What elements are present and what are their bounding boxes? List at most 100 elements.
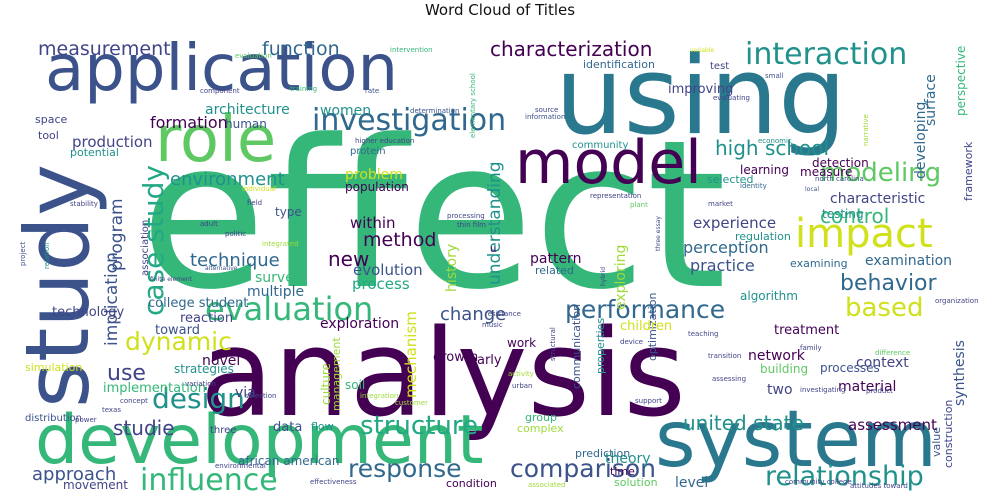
word-african-american: african american <box>238 454 339 468</box>
word-source: source <box>535 106 558 114</box>
word-component: component <box>200 87 240 95</box>
word-construction: construction <box>942 400 955 468</box>
word-design: design <box>152 382 245 415</box>
word-toward: toward <box>155 323 200 338</box>
word-flow: flow <box>311 420 334 433</box>
word-environmental: environmental <box>215 462 266 470</box>
word-community: community <box>572 140 628 151</box>
word-individual: individual <box>242 185 276 193</box>
word-assessing: assessing <box>712 375 746 383</box>
word-properties: properties <box>594 318 607 374</box>
word-new: new <box>328 247 369 271</box>
word-attitudes-toward: attitudes toward <box>850 482 908 490</box>
word-higher-education: higher education <box>355 137 414 145</box>
word-relation: relation <box>43 242 51 269</box>
word-finite-element: finite element <box>150 276 193 283</box>
word-strategies: strategies <box>174 362 234 376</box>
word-effect: effect <box>140 97 727 335</box>
word-space: space <box>35 113 68 126</box>
word-association: association <box>140 220 151 276</box>
word-regulation: regulation <box>735 230 791 243</box>
word-structural: structural <box>549 327 557 361</box>
word-selected: selected <box>707 173 753 186</box>
word-prediction: prediction <box>575 447 630 460</box>
word-power: power <box>75 416 97 424</box>
word-human: human <box>225 117 267 131</box>
word-implication: implication <box>102 252 122 346</box>
word-group: group <box>525 411 557 424</box>
word-perception: perception <box>683 238 769 257</box>
word-examination: examination <box>865 253 952 269</box>
word-activity: activity <box>508 370 534 378</box>
word-thin-film: thin film <box>457 221 486 229</box>
word-perspective: perspective <box>954 46 968 116</box>
word-variable: variable <box>690 47 715 54</box>
word-examining: examining <box>790 257 848 270</box>
word-measurement: measurement <box>38 38 171 60</box>
word-hybrid: hybrid <box>600 267 607 286</box>
word-measure: measure <box>800 165 852 179</box>
word-impact: impact <box>795 211 933 257</box>
word-transition: transition <box>708 352 741 360</box>
word-identification: identification <box>583 58 655 71</box>
word-women: women <box>320 103 371 119</box>
word-intervention: intervention <box>390 46 433 54</box>
word-within: within <box>350 214 396 232</box>
word-culture: culture <box>319 363 333 405</box>
word-problem: problem <box>345 167 403 183</box>
word-economic: economic <box>758 137 792 145</box>
word-analysis: analysis <box>200 305 686 444</box>
word-interaction: interaction <box>745 37 907 72</box>
word-material: material <box>838 379 896 395</box>
word-role: role <box>155 103 276 177</box>
word-formation: formation <box>150 113 228 132</box>
word-u: u <box>490 244 496 255</box>
word-case-study: case study <box>137 165 170 316</box>
word-value: value <box>930 427 943 457</box>
word-local: local <box>805 186 819 193</box>
word-network: network <box>748 348 806 364</box>
word-relationship: relationship <box>765 461 924 492</box>
word-north-carolina: north carolina <box>815 175 864 183</box>
word-small: small <box>765 72 784 80</box>
word-identity: identity <box>740 182 767 190</box>
word-work: work <box>507 336 536 350</box>
word-organization: organization <box>935 297 979 305</box>
word-investigation: investigation <box>312 103 506 138</box>
word-test: test <box>710 61 729 72</box>
word-urban: urban <box>512 382 532 390</box>
word-characteristic: characteristic <box>830 191 925 207</box>
word-algorithm: algorithm <box>740 289 798 303</box>
word-survey: survey <box>255 270 302 286</box>
word-teaching: teaching <box>688 330 718 338</box>
word-protein: protein <box>350 146 386 157</box>
word-rate: rate <box>365 87 379 95</box>
word-growth: growth <box>433 350 478 365</box>
word-community-college: community college <box>785 478 852 486</box>
word-politic: politic <box>225 230 246 238</box>
word-concept: concept <box>120 397 148 405</box>
word-practice: practice <box>690 256 755 275</box>
word-resistance: resistance <box>485 310 521 318</box>
word-evolution: evolution <box>353 261 423 279</box>
word-plant: plant <box>630 201 648 209</box>
word-simulation: simulation <box>25 361 82 374</box>
word-family: family <box>800 344 822 352</box>
word-history: history <box>444 244 460 292</box>
word-field: field <box>247 199 262 207</box>
word-variation: variation <box>185 380 216 388</box>
word-tool: tool <box>38 129 59 142</box>
word-based: based <box>845 293 923 323</box>
word-detection: detection <box>812 156 869 170</box>
word-potential: potential <box>70 146 119 159</box>
word-type: type <box>275 205 302 219</box>
word-device: device <box>620 338 643 346</box>
word-soil: soil <box>345 378 365 392</box>
word-process: process <box>352 275 410 293</box>
word-integrated: integrated <box>262 240 299 248</box>
word-multiple: multiple <box>247 284 304 300</box>
word-processes: processes <box>820 361 880 375</box>
word-characterization: characterization <box>490 37 652 61</box>
word-product: product <box>866 387 893 395</box>
word-distribution: distribution <box>25 413 82 424</box>
